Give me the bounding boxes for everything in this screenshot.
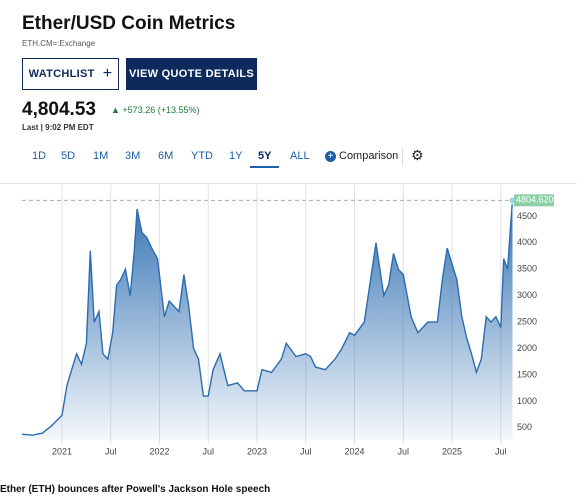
view-quote-button[interactable]: VIEW QUOTE DETAILS <box>126 58 257 90</box>
plus-circle-icon: + <box>325 150 336 162</box>
price-line <box>21 200 514 436</box>
settings-icon[interactable]: ⚙ <box>411 147 424 163</box>
symbol: ETH.CM=:Exchange <box>22 39 96 48</box>
last-time: Last | 9:02 PM EDT <box>22 123 94 132</box>
x-tick-label: 2025 <box>442 446 462 456</box>
y-tick-label: 1500 <box>517 369 537 379</box>
range-tab[interactable]: 1D <box>32 150 47 162</box>
y-tick-label: 4000 <box>517 237 537 247</box>
y-tick-label: 2500 <box>517 317 537 327</box>
last-price-label: 4804.6200 <box>516 195 559 205</box>
area <box>22 200 513 440</box>
x-tick-label: 2023 <box>247 446 267 456</box>
last-price-box <box>514 194 554 207</box>
range-tab[interactable]: 5Y <box>250 150 280 168</box>
x-tick-label: Jul <box>202 446 214 456</box>
y-tick-label: 500 <box>517 422 532 432</box>
plus-icon: + <box>102 65 113 82</box>
range-tab[interactable]: ALL <box>290 150 310 162</box>
y-tick-label: 1000 <box>517 396 537 406</box>
range-tab[interactable]: 6M <box>158 150 174 162</box>
watchlist-label: WATCHLIST <box>28 68 95 80</box>
price: 4,804.53 <box>22 99 96 120</box>
x-tick-label: Jul <box>105 446 117 456</box>
x-tick-label: 2021 <box>52 446 72 456</box>
x-tick-label: Jul <box>300 446 312 456</box>
change-text: +573.26 (+13.55%) <box>122 105 200 115</box>
range-tab[interactable]: 1M <box>93 150 109 162</box>
range-tab[interactable]: 1Y <box>229 150 243 162</box>
up-arrow: ▲ <box>111 105 123 115</box>
x-tick-label: 2022 <box>149 446 169 456</box>
x-tick-label: 2024 <box>345 446 365 456</box>
y-tick-label: 3000 <box>517 290 537 300</box>
change: ▲ +573.26 (+13.55%) <box>111 105 199 115</box>
range-tab[interactable]: 5D <box>61 150 76 162</box>
watchlist-button[interactable]: WATCHLIST + <box>22 58 119 90</box>
title: Ether/USD Coin Metrics <box>22 13 236 34</box>
comparison[interactable]: + Comparison <box>325 150 398 162</box>
x-tick-label: Jul <box>398 446 410 456</box>
comparison-label: Comparison <box>339 150 399 162</box>
divider <box>402 148 403 166</box>
range-tab[interactable]: YTD <box>191 150 213 162</box>
y-tick-label: 4500 <box>517 211 537 221</box>
caption: Ether (ETH) bounces after Powell's Jacks… <box>0 484 271 495</box>
y-tick-label: 2000 <box>517 343 537 353</box>
chart-top-border <box>0 183 577 184</box>
y-tick-label: 3500 <box>517 264 537 274</box>
x-tick-label: Jul <box>495 446 507 456</box>
range-tab[interactable]: 3M <box>125 150 141 162</box>
